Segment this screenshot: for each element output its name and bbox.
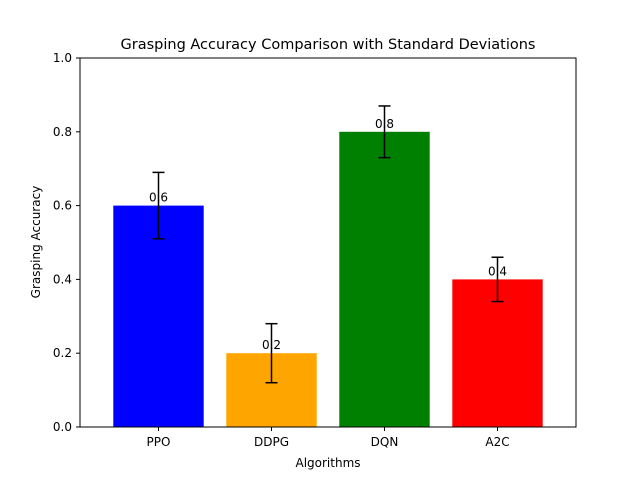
y-tick-label: 0.2: [53, 346, 72, 360]
y-tick-label: 1.0: [53, 51, 72, 65]
x-tick-label: A2C: [485, 435, 509, 449]
x-tick-label: DQN: [371, 435, 399, 449]
data-label-dqn: 0.8: [375, 117, 394, 131]
y-tick-label: 0.6: [53, 199, 72, 213]
data-label-ddpg: 0.2: [262, 338, 281, 352]
bar-a2c: [452, 279, 543, 427]
y-tick-label: 0.4: [53, 272, 72, 286]
axes-frame: [79, 57, 577, 428]
y-tick-label: 0.0: [53, 420, 72, 434]
chart-title: Grasping Accuracy Comparison with Standa…: [121, 37, 536, 53]
x-tick-label: PPO: [147, 435, 171, 449]
x-axis-label: Algorithms: [295, 456, 360, 470]
bar-dqn: [339, 131, 430, 428]
y-tick-label: 0.8: [53, 125, 72, 139]
bar-ppo: [113, 205, 204, 427]
data-label-ppo: 0.6: [149, 191, 168, 205]
data-label-a2c: 0.4: [488, 264, 507, 278]
plot-area: 0.6 0.2 0.8 0.4 0.0 0.2 0.4 0.6 0.8 1.0 PPO DDPG DQN…: [53, 51, 577, 449]
x-tick-label: DDPG: [254, 435, 289, 449]
y-axis-label: Grasping Accuracy: [29, 186, 43, 299]
